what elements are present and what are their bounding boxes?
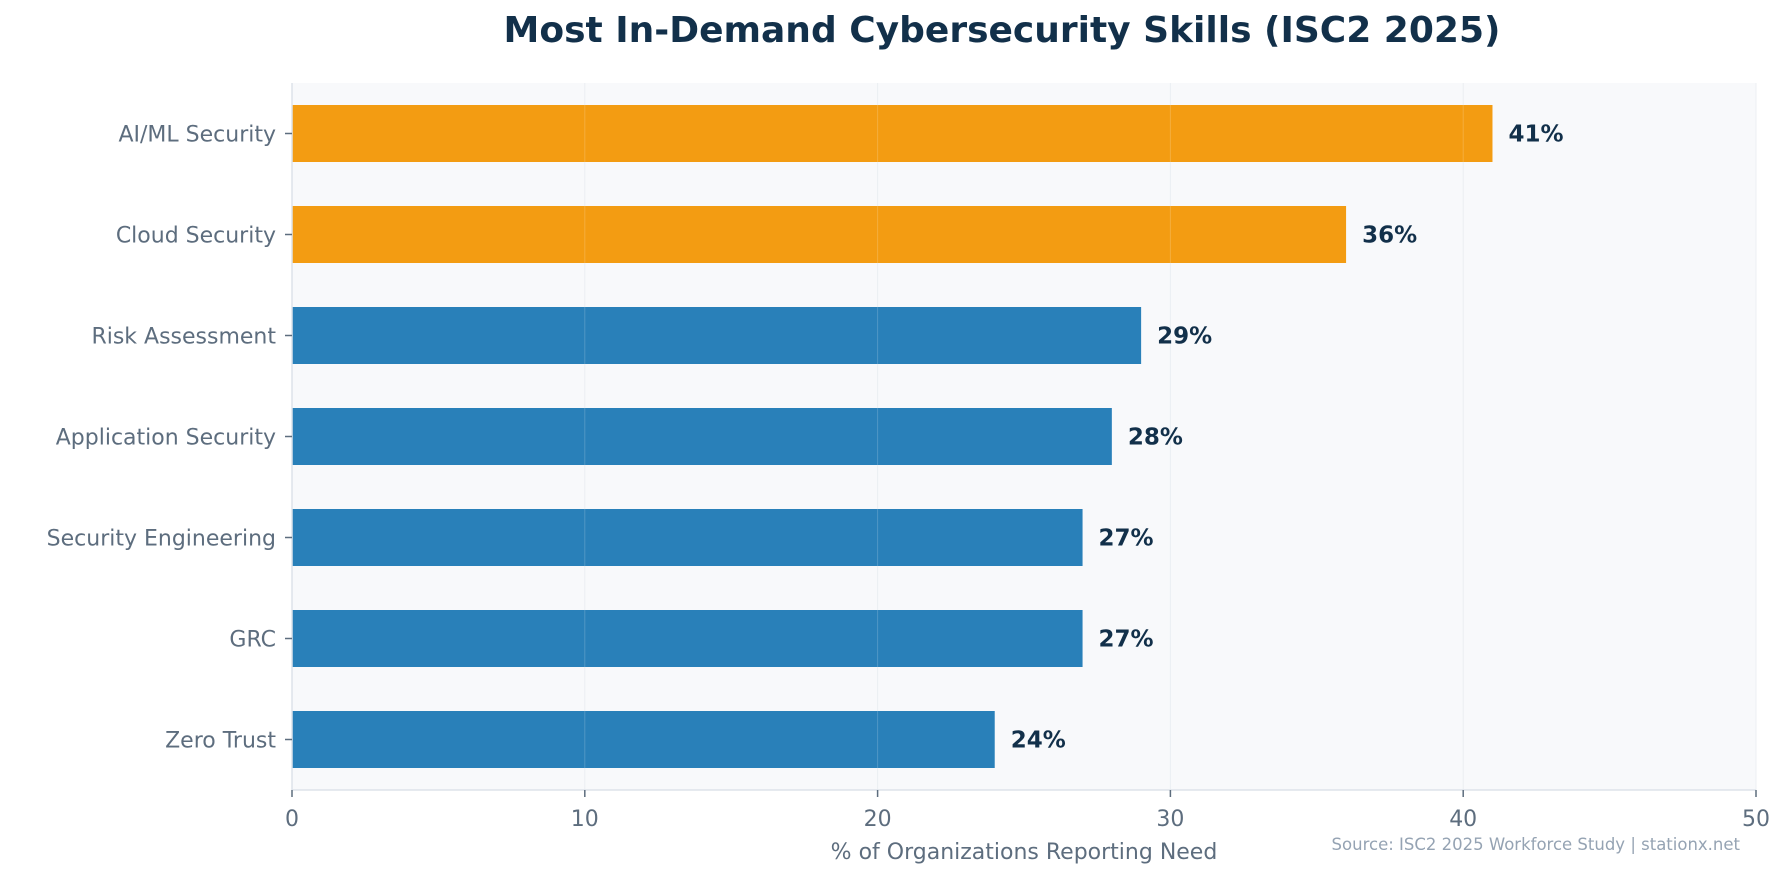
x-axis-label: % of Organizations Reporting Need xyxy=(831,840,1218,865)
bar xyxy=(292,509,1083,566)
x-tick-label: 20 xyxy=(864,807,892,832)
bar xyxy=(292,206,1347,263)
y-tick-label: Zero Trust xyxy=(165,729,276,754)
bar xyxy=(292,408,1112,465)
data-label: 27% xyxy=(1099,627,1154,653)
bar xyxy=(292,610,1083,667)
x-tick-label: 30 xyxy=(1156,807,1184,832)
bar xyxy=(292,711,995,768)
y-tick-label: Cloud Security xyxy=(116,224,276,249)
y-tick-label: GRC xyxy=(229,628,276,653)
bar xyxy=(292,307,1142,364)
data-label: 28% xyxy=(1128,425,1183,451)
data-label: 27% xyxy=(1099,526,1154,552)
chart-title: Most In-Demand Cybersecurity Skills (ISC… xyxy=(504,10,1501,51)
bar xyxy=(292,105,1493,162)
x-tick-label: 40 xyxy=(1449,807,1477,832)
y-tick-label: AI/ML Security xyxy=(118,123,276,148)
data-label: 41% xyxy=(1508,122,1563,148)
y-tick-label: Application Security xyxy=(56,426,276,451)
x-tick-label: 10 xyxy=(571,807,599,832)
y-tick-label: Security Engineering xyxy=(47,527,276,552)
x-tick-label: 0 xyxy=(285,807,299,832)
x-tick-label: 50 xyxy=(1742,807,1770,832)
source-annotation: Source: ISC2 2025 Workforce Study | stat… xyxy=(1332,835,1741,854)
data-label: 29% xyxy=(1157,324,1212,350)
data-label: 36% xyxy=(1362,223,1417,249)
data-label: 24% xyxy=(1011,728,1066,754)
y-tick-label: Risk Assessment xyxy=(91,325,276,350)
